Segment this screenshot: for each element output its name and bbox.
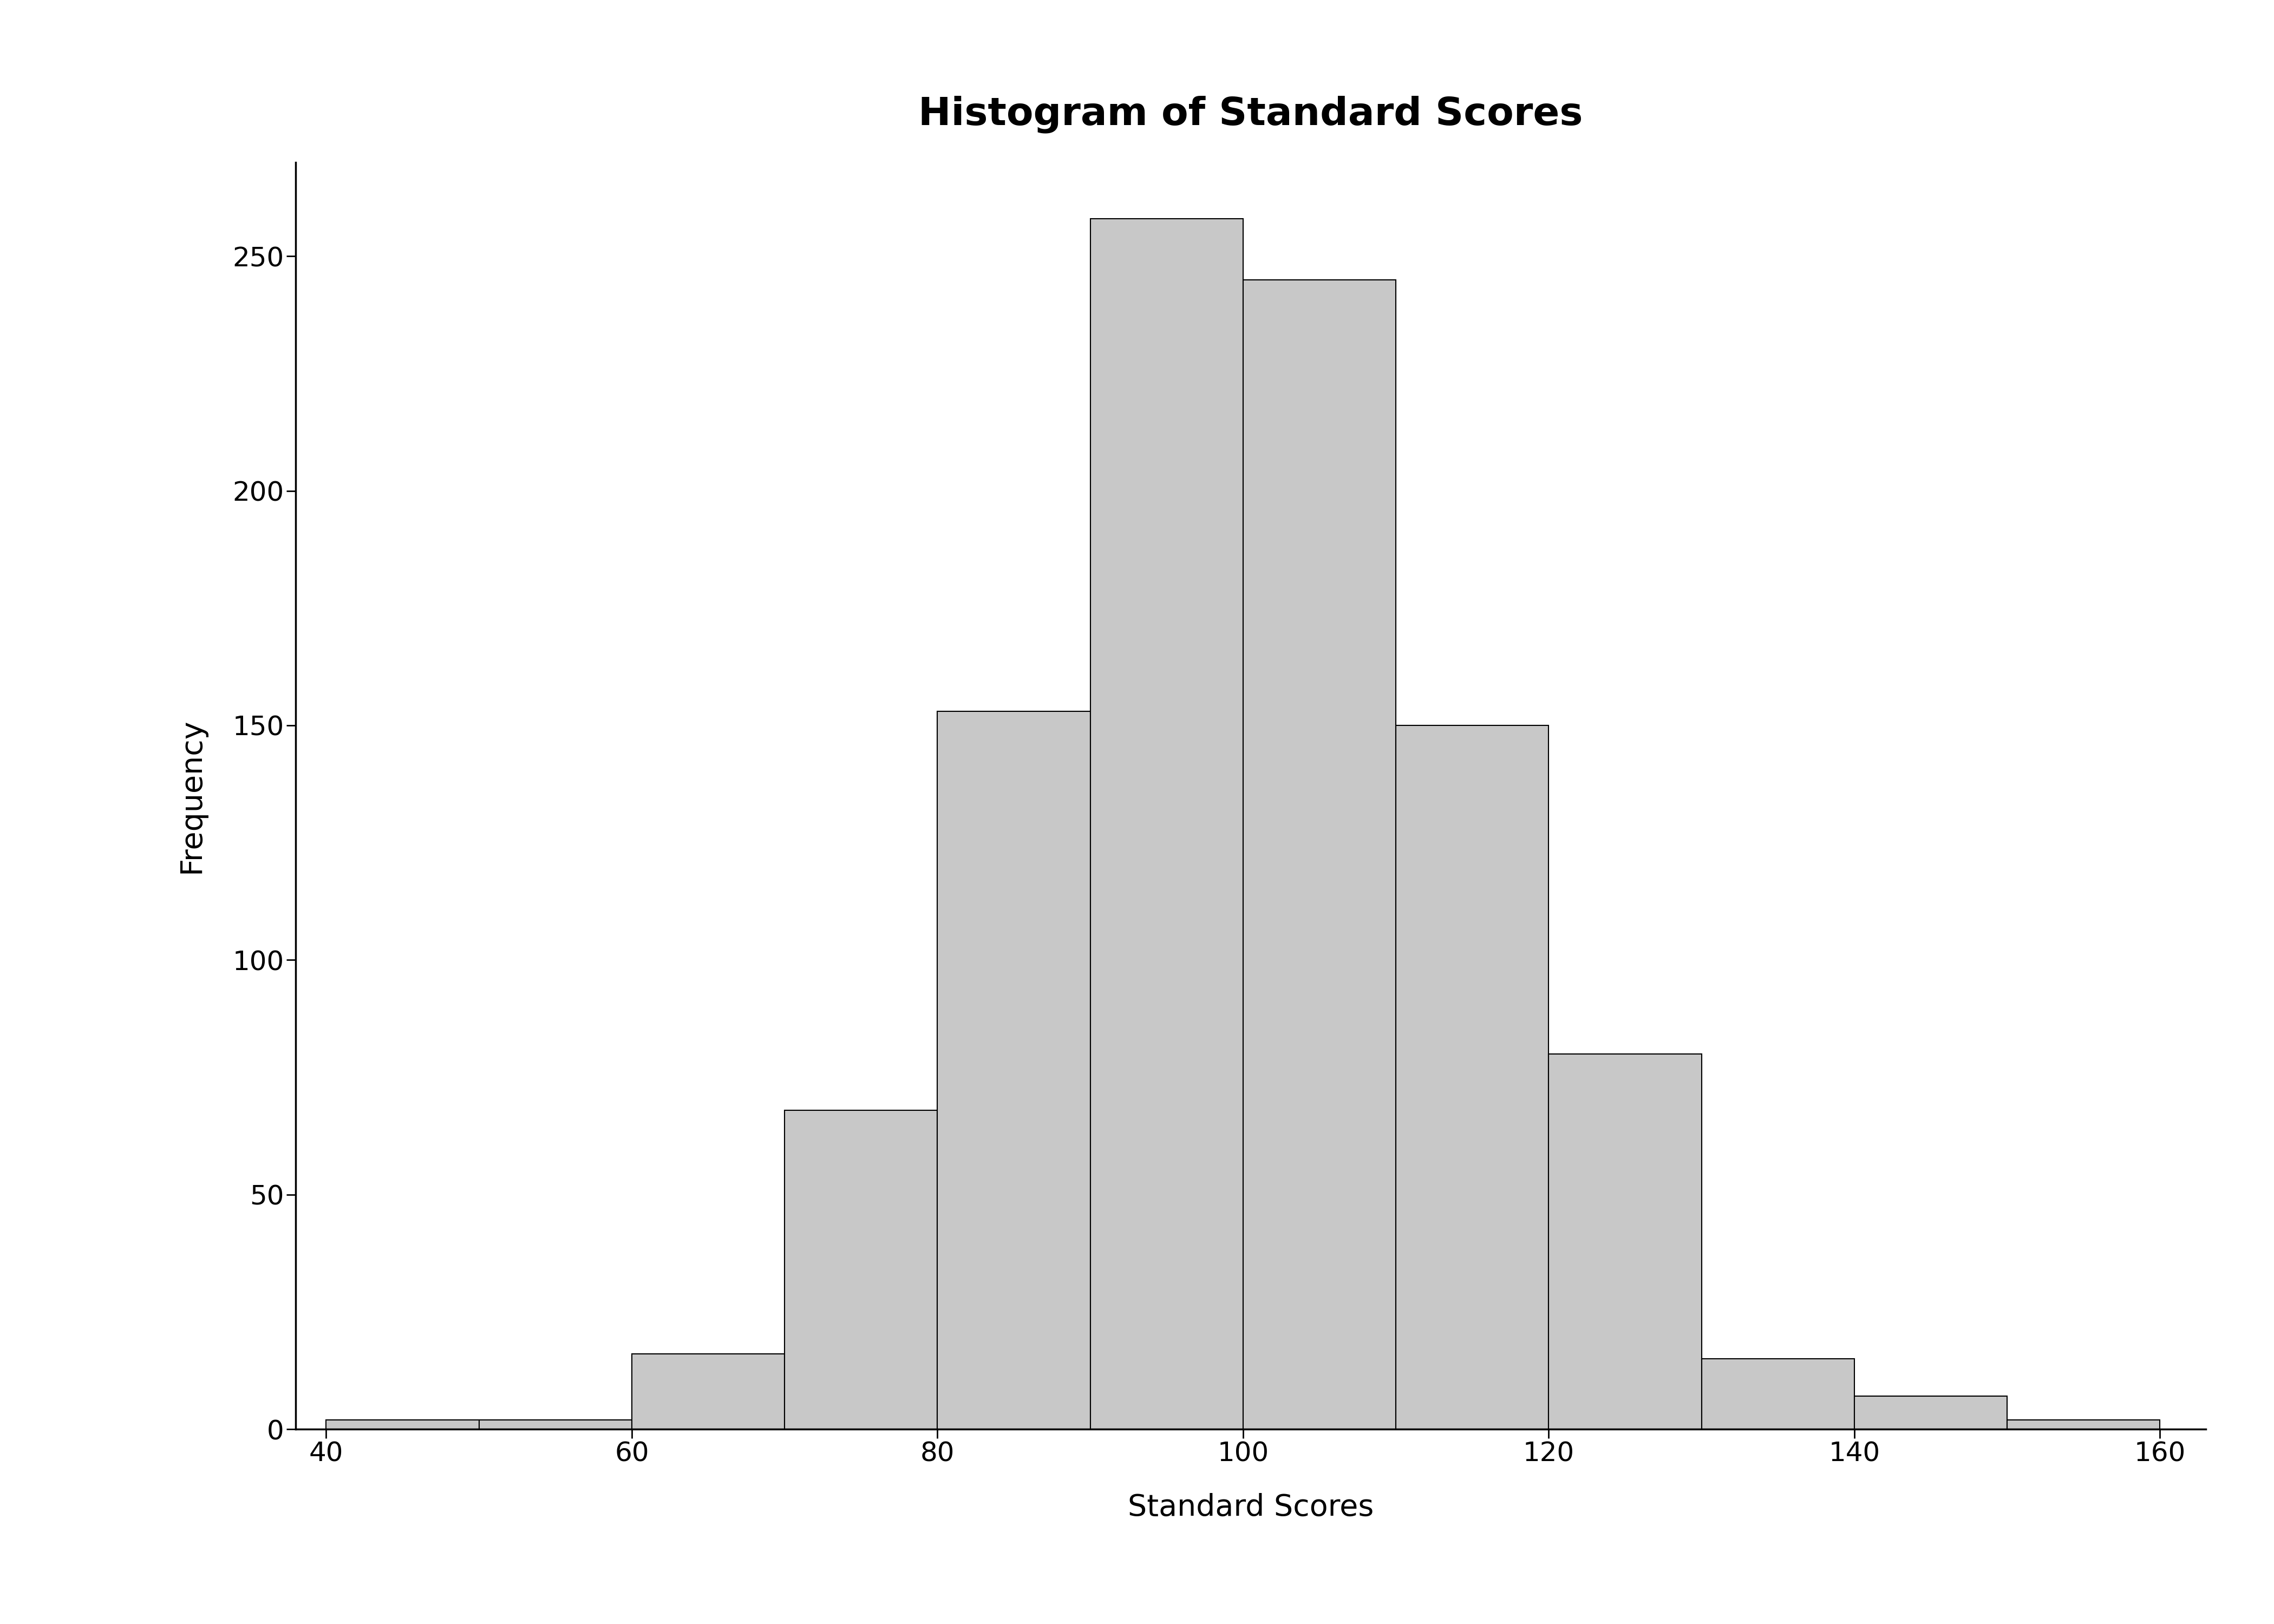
X-axis label: Standard Scores: Standard Scores — [1128, 1492, 1373, 1522]
Bar — [480, 1419, 632, 1429]
Y-axis label: Frequency: Frequency — [177, 718, 207, 874]
Bar — [785, 1111, 937, 1429]
Bar — [1244, 279, 1396, 1429]
Bar — [1853, 1397, 2008, 1429]
Bar — [325, 1419, 480, 1429]
Bar — [632, 1354, 785, 1429]
Bar — [1396, 726, 1549, 1429]
Bar — [1701, 1359, 1853, 1429]
Bar — [937, 711, 1089, 1429]
Bar — [1549, 1054, 1701, 1429]
Title: Histogram of Standard Scores: Histogram of Standard Scores — [919, 96, 1583, 133]
Bar — [2008, 1419, 2160, 1429]
Bar — [1089, 219, 1244, 1429]
